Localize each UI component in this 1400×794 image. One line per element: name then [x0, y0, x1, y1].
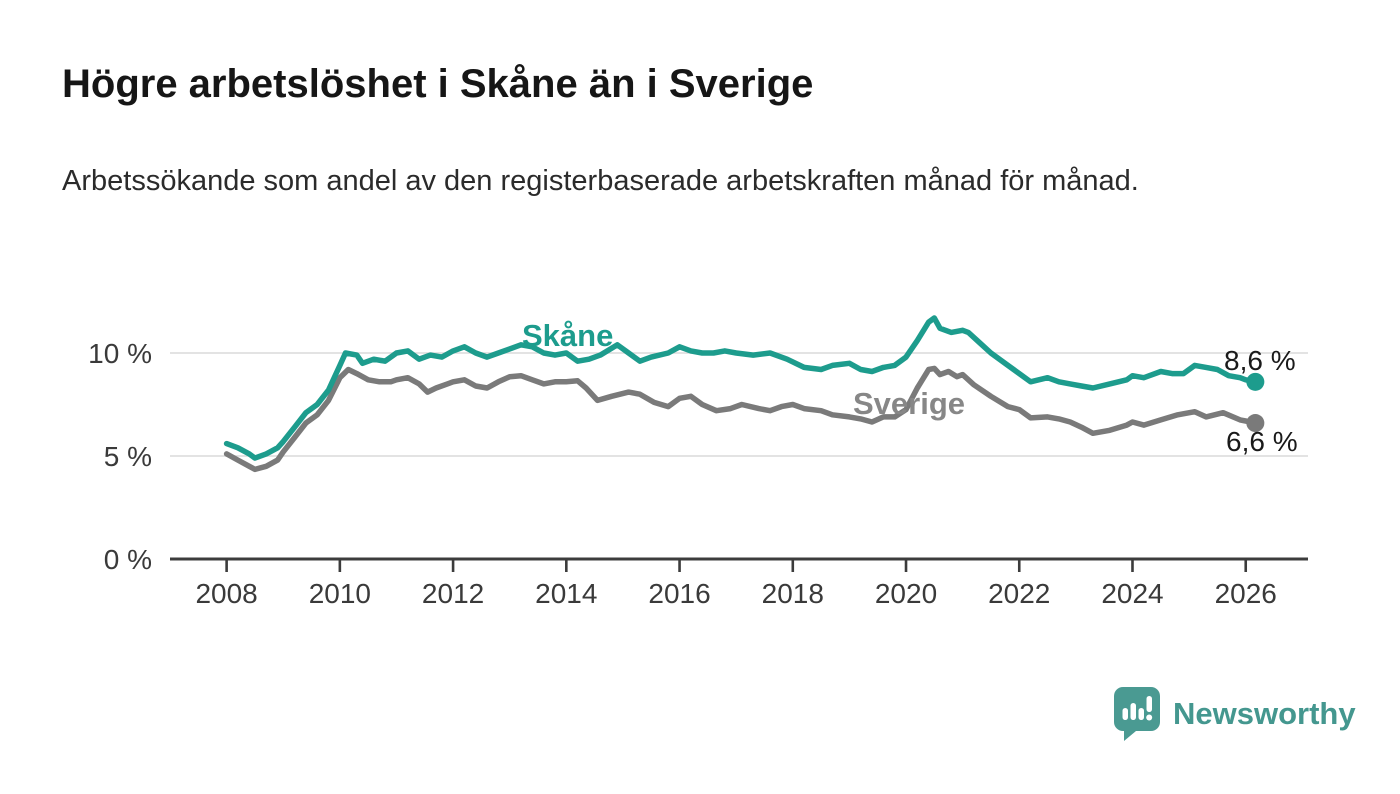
x-tick-label: 2020: [875, 578, 937, 609]
value-label-skane: 8,6 %: [1224, 345, 1296, 376]
x-tick-label: 2022: [988, 578, 1050, 609]
newsworthy-logo: Newsworthy: [1113, 686, 1356, 742]
series-label-sverige: Sverige: [853, 386, 966, 421]
newsworthy-logo-text: Newsworthy: [1173, 696, 1356, 731]
series-end-dot-sverige: [1246, 414, 1265, 433]
series-label-skane: Skåne: [522, 318, 614, 353]
x-tick-label: 2012: [422, 578, 484, 609]
chart-subtitle: Arbetssökande som andel av den registerb…: [62, 165, 1139, 197]
y-tick-label: 0 %: [104, 544, 152, 575]
chart-title: Högre arbetslöshet i Skåne än i Sverige: [62, 62, 814, 106]
x-tick-label: 2024: [1101, 578, 1163, 609]
x-tick-label: 2018: [762, 578, 824, 609]
series-line-skåne: [223, 315, 1259, 461]
x-tick-label: 2026: [1215, 578, 1277, 609]
x-tick-label: 2014: [535, 578, 597, 609]
speech-bubble-bar-chart-icon: [1114, 687, 1160, 741]
y-tick-label: 10 %: [88, 338, 152, 369]
series-end-dot-skåne: [1246, 372, 1265, 391]
gridlines: 0 % 5 % 10 %: [88, 338, 1308, 575]
y-tick-label: 5 %: [104, 441, 152, 472]
x-tick-label: 2016: [648, 578, 710, 609]
x-axis: 2008 2010 2012 2014 2016 2018 2020 2022 2024 2026: [170, 557, 1308, 609]
x-tick-label: 2008: [195, 578, 257, 609]
series-line-sverige: [223, 365, 1259, 473]
x-tick-label: 2010: [309, 578, 371, 609]
value-label-sverige: 6,6 %: [1226, 426, 1298, 457]
